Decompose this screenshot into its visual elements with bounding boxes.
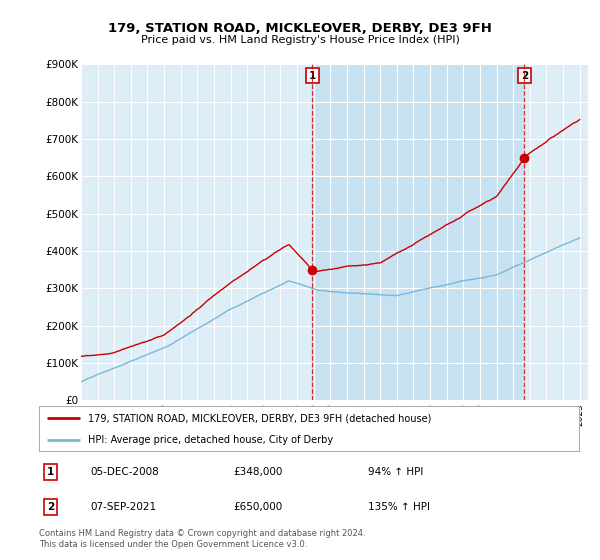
Bar (313, 64, 524, 400)
Text: 05-DEC-2008: 05-DEC-2008 (90, 467, 159, 477)
Text: Price paid vs. HM Land Registry's House Price Index (HPI): Price paid vs. HM Land Registry's House … (140, 35, 460, 45)
Text: 07-SEP-2021: 07-SEP-2021 (90, 502, 157, 512)
Text: Contains HM Land Registry data © Crown copyright and database right 2024.
This d: Contains HM Land Registry data © Crown c… (39, 529, 365, 549)
Text: 179, STATION ROAD, MICKLEOVER, DERBY, DE3 9FH: 179, STATION ROAD, MICKLEOVER, DERBY, DE… (108, 22, 492, 35)
Text: 94% ↑ HPI: 94% ↑ HPI (368, 467, 424, 477)
Text: 2: 2 (521, 71, 528, 81)
Text: HPI: Average price, detached house, City of Derby: HPI: Average price, detached house, City… (88, 435, 333, 445)
Text: 179, STATION ROAD, MICKLEOVER, DERBY, DE3 9FH (detached house): 179, STATION ROAD, MICKLEOVER, DERBY, DE… (88, 413, 431, 423)
Text: 135% ↑ HPI: 135% ↑ HPI (368, 502, 430, 512)
Text: 1: 1 (47, 467, 55, 477)
Text: 1: 1 (309, 71, 316, 81)
Text: 2: 2 (47, 502, 55, 512)
Text: £650,000: £650,000 (233, 502, 283, 512)
Text: £348,000: £348,000 (233, 467, 283, 477)
